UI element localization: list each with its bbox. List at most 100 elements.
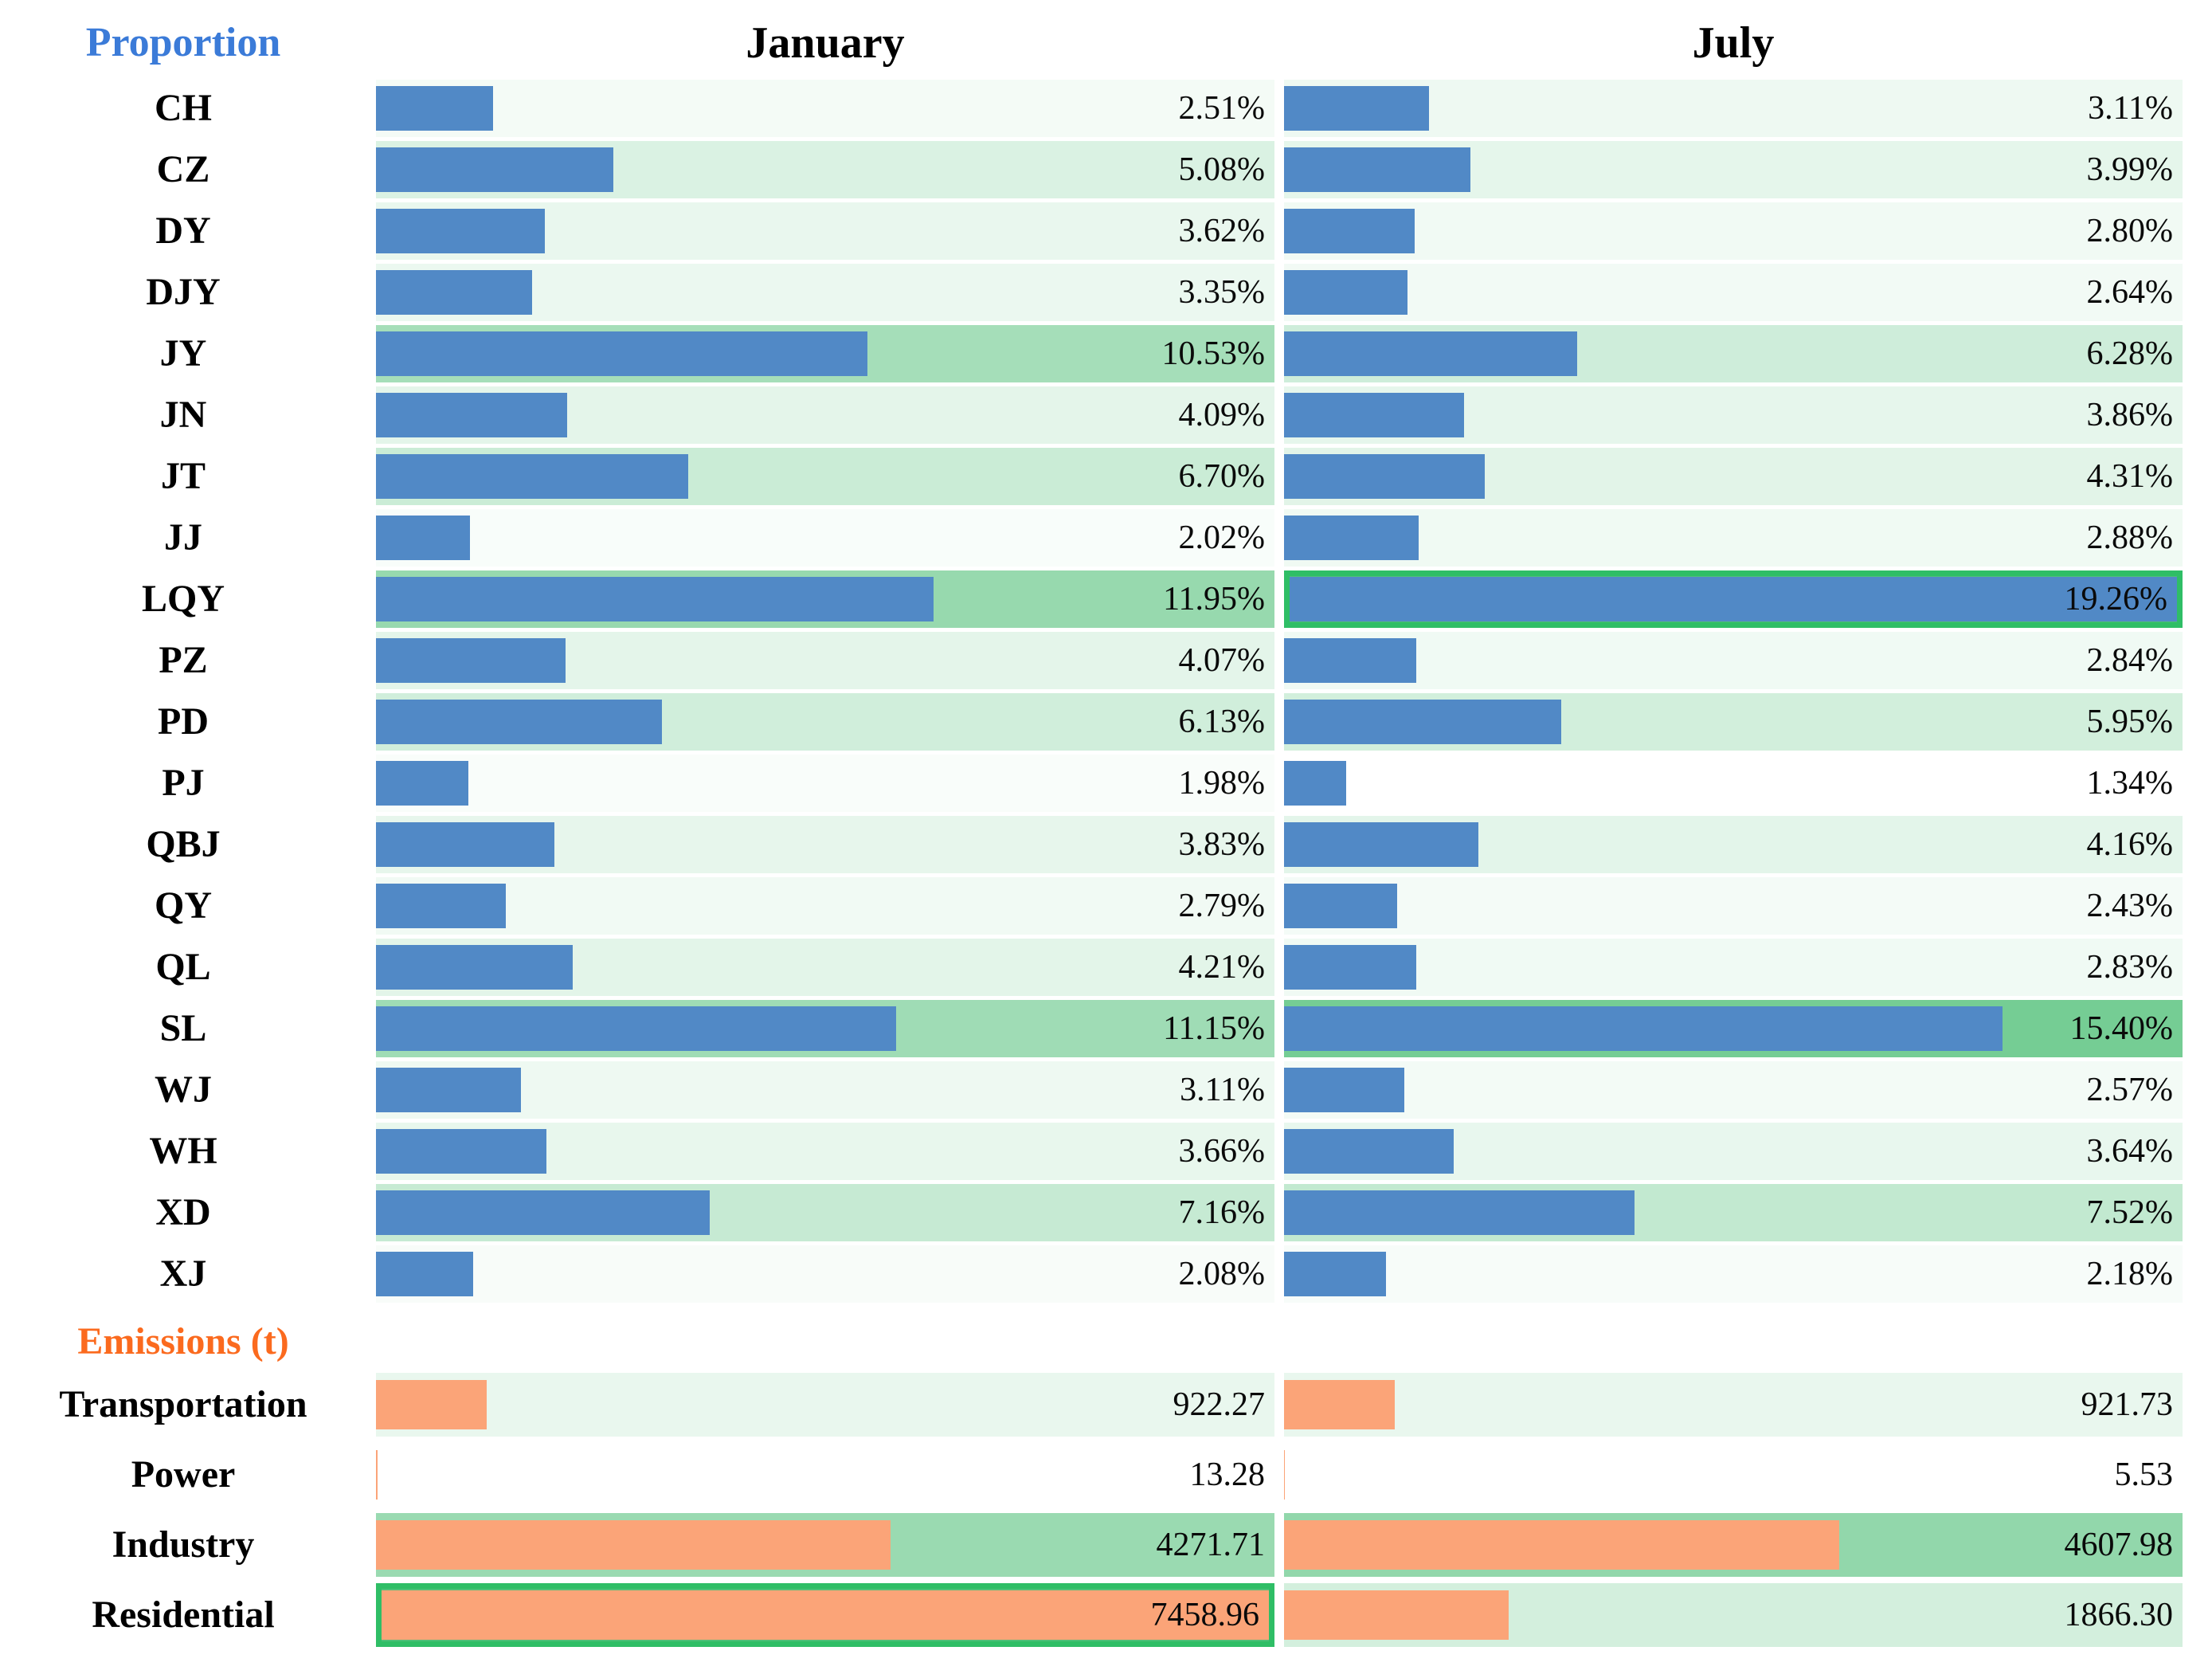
cell-residential-july: 1866.30	[1284, 1583, 2183, 1647]
cell-xd-january: 7.16%	[376, 1184, 1274, 1241]
row-label-qy: QY	[155, 884, 212, 927]
row-label-transportation: Transportation	[59, 1383, 307, 1425]
cell-pz-january: 4.07%	[376, 632, 1274, 689]
value-label: 921.73	[2081, 1386, 2174, 1423]
cell-djy-july: 2.64%	[1284, 264, 2183, 321]
emissions-table: Transportation 922.27 921.73 Power 13.28 5.53…	[0, 1373, 2212, 1647]
cell-dy-july: 2.80%	[1284, 202, 2183, 260]
value-label: 5.08%	[1178, 151, 1266, 188]
value-bar	[1284, 1068, 1404, 1112]
cell-djy-january: 3.35%	[376, 264, 1274, 321]
cell-jj-july: 2.88%	[1284, 509, 2183, 567]
value-label: 15.40%	[2069, 1010, 2174, 1047]
value-bar	[1284, 638, 1417, 683]
cell-dy-january: 3.62%	[376, 202, 1274, 260]
row-label-jy: JY	[159, 332, 207, 374]
row-label-dy: DY	[155, 210, 211, 252]
value-bar	[1284, 884, 1398, 928]
table-header-row: Proportion January July	[0, 6, 2212, 80]
value-bar	[1284, 945, 1416, 990]
row-label-jn: JN	[159, 394, 207, 436]
cell-ql-january: 4.21%	[376, 939, 1274, 996]
value-bar	[1284, 1190, 1635, 1235]
row-label-jt: JT	[160, 455, 206, 497]
cell-wh-july: 3.64%	[1284, 1123, 2183, 1180]
value-bar	[1284, 1520, 1839, 1570]
value-bar	[1284, 516, 1419, 560]
row-label-qbj: QBJ	[146, 823, 221, 865]
value-label: 19.26%	[2064, 581, 2168, 617]
value-label: 4.31%	[2086, 458, 2174, 495]
value-label: 3.86%	[2086, 397, 2174, 433]
row-label-power: Power	[131, 1453, 236, 1496]
value-label: 1866.30	[2064, 1597, 2174, 1633]
table-row: QBJ 3.83% 4.16%	[0, 816, 2212, 873]
cell-industry-january: 4271.71	[376, 1513, 1274, 1577]
value-label: 3.64%	[2086, 1133, 2174, 1170]
value-label: 2.43%	[2086, 888, 2174, 924]
value-bar	[376, 761, 468, 806]
cell-wh-january: 3.66%	[376, 1123, 1274, 1180]
row-label-pd: PD	[158, 700, 209, 743]
value-label: 2.51%	[1178, 90, 1266, 127]
value-label: 2.83%	[2086, 949, 2174, 986]
table-row: JJ 2.02% 2.88%	[0, 509, 2212, 567]
value-bar	[1284, 1252, 1386, 1296]
value-label: 1.34%	[2086, 765, 2174, 802]
value-bar	[376, 638, 566, 683]
value-bar	[1284, 1450, 1285, 1500]
value-label: 2.79%	[1178, 888, 1266, 924]
value-label: 2.08%	[1178, 1256, 1266, 1292]
table-row: XD 7.16% 7.52%	[0, 1184, 2212, 1241]
cell-jj-january: 2.02%	[376, 509, 1274, 567]
cell-xd-july: 7.52%	[1284, 1184, 2183, 1241]
value-bar	[376, 1450, 378, 1500]
table-row: JY 10.53% 6.28%	[0, 325, 2212, 382]
value-label: 2.88%	[2086, 519, 2174, 556]
table-row: PD 6.13% 5.95%	[0, 693, 2212, 751]
value-bar	[376, 945, 573, 990]
row-label-lqy: LQY	[141, 578, 225, 620]
table-row: WH 3.66% 3.64%	[0, 1123, 2212, 1180]
table-row: JN 4.09% 3.86%	[0, 386, 2212, 444]
cell-qbj-january: 3.83%	[376, 816, 1274, 873]
value-bar	[376, 1380, 487, 1429]
table-row: PZ 4.07% 2.84%	[0, 632, 2212, 689]
cell-jy-january: 10.53%	[376, 325, 1274, 382]
proportion-table: CH 2.51% 3.11% CZ 5.08% 3.99% DY 3.62% 2.80% DJY 3…	[0, 80, 2212, 1303]
table-row: DY 3.62% 2.80%	[0, 202, 2212, 260]
value-bar	[1284, 700, 1562, 744]
table-row: Transportation 922.27 921.73	[0, 1373, 2212, 1437]
cell-pz-july: 2.84%	[1284, 632, 2183, 689]
cell-xj-july: 2.18%	[1284, 1245, 2183, 1303]
value-bar	[376, 147, 613, 192]
table-row: DJY 3.35% 2.64%	[0, 264, 2212, 321]
value-bar	[1284, 270, 1407, 315]
cell-jn-january: 4.09%	[376, 386, 1274, 444]
cell-ch-july: 3.11%	[1284, 80, 2183, 137]
value-label: 4607.98	[2064, 1527, 2174, 1563]
cell-power-july: 5.53	[1284, 1443, 2183, 1507]
cell-xj-january: 2.08%	[376, 1245, 1274, 1303]
cell-wj-july: 2.57%	[1284, 1061, 2183, 1119]
cell-jt-july: 4.31%	[1284, 448, 2183, 505]
value-bar	[376, 393, 567, 437]
cell-power-january: 13.28	[376, 1443, 1274, 1507]
cell-jt-january: 6.70%	[376, 448, 1274, 505]
value-label: 3.11%	[1180, 1072, 1265, 1108]
cell-qy-january: 2.79%	[376, 877, 1274, 935]
cell-industry-july: 4607.98	[1284, 1513, 2183, 1577]
cell-pj-july: 1.34%	[1284, 755, 2183, 812]
row-label-wj: WJ	[155, 1068, 212, 1111]
value-bar	[1284, 454, 1486, 499]
value-label: 2.18%	[2086, 1256, 2174, 1292]
row-label-xd: XD	[155, 1191, 211, 1233]
value-bar	[1284, 1006, 2003, 1051]
value-label: 3.62%	[1178, 213, 1266, 249]
value-label: 4.09%	[1178, 397, 1266, 433]
value-label: 2.64%	[2086, 274, 2174, 311]
value-bar	[376, 700, 662, 744]
table-row: CZ 5.08% 3.99%	[0, 141, 2212, 198]
value-bar	[1284, 147, 1470, 192]
row-label-ch: CH	[155, 87, 212, 129]
